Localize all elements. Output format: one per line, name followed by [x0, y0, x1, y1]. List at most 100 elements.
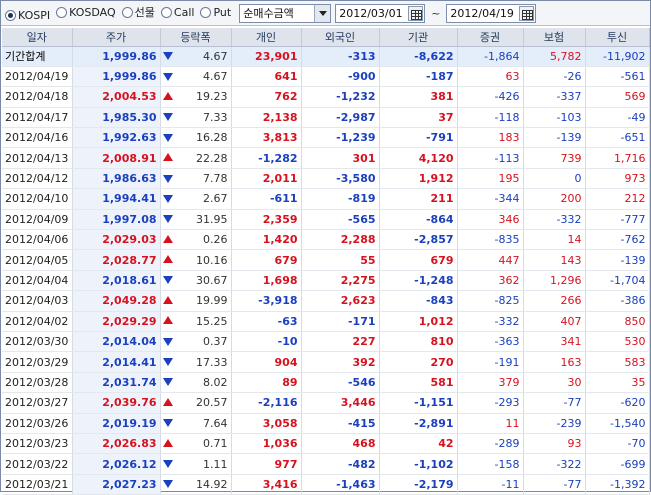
table-row[interactable]: 2012/04/16 1,992.63 16.28 3,813 -1,239 -791 18… — [2, 127, 650, 149]
table-row[interactable]: 2012/03/26 2,019.19 7.64 3,058 -415 -2,891 11-… — [2, 413, 650, 434]
radio-button-icon[interactable] — [121, 6, 133, 18]
triangle-up-icon — [162, 234, 173, 243]
individual-cell: 3,058 — [231, 413, 302, 434]
start-date-field[interactable]: 2012/03/01 — [335, 3, 426, 23]
table-row[interactable]: 2012/03/30 2,014.04 0.37 -10 227 810 -363 341 53… — [2, 331, 650, 353]
securities-cell: 183 — [457, 127, 524, 149]
column-header[interactable]: 기관 — [379, 28, 458, 47]
price-cell: 1,999.86 — [72, 66, 161, 88]
change-cell: 4.67 — [160, 46, 232, 67]
table-row[interactable]: 2012/04/04 2,018.61 30.67 1,698 2,275 -1,248 3… — [2, 270, 650, 292]
trust-cell: -762 — [585, 229, 650, 251]
calendar-icon[interactable] — [408, 5, 424, 21]
institution-cell: 1,912 — [379, 168, 458, 190]
price-cell: 1,994.41 — [72, 188, 161, 210]
table-row[interactable]: 2012/03/23 2,026.83 0.71 1,036 468 42 -289 93 -7… — [2, 433, 650, 455]
column-header[interactable]: 등락폭 — [160, 28, 232, 47]
individual-cell: 3,813 — [231, 127, 302, 149]
change-cell: 10.16 — [160, 249, 232, 271]
chevron-down-icon[interactable] — [314, 4, 331, 22]
date-cell: 2012/04/16 — [2, 127, 73, 149]
table-row[interactable]: 2012/04/10 1,994.41 2.67 -611 -819 211 -344 200… — [2, 188, 650, 210]
table-row[interactable]: 2012/03/27 2,039.76 20.57 -2,116 3,446 -1,151… — [2, 392, 650, 414]
table-row[interactable]: 기간합계 1,999.86 4.67 23,901 -313 -8,622 -1,864 5,… — [2, 46, 650, 67]
triangle-down-icon — [162, 358, 173, 367]
triangle-up-icon — [162, 255, 173, 264]
insurance-cell: 14 — [523, 229, 586, 251]
change-value: 22.28 — [196, 151, 228, 165]
institution-cell: -864 — [379, 209, 458, 231]
insurance-cell: 5,782 — [523, 46, 586, 67]
foreign-cell: -819 — [301, 188, 380, 210]
change-value: 0.37 — [203, 335, 228, 349]
investor-trading-table: 일자 주가 등락폭 개인 외국인 기관 증권 보험 투신 기간합계 1,999.86 4.67 23,… — [2, 28, 650, 495]
change-value: 4.67 — [203, 70, 228, 84]
individual-cell: 1,420 — [231, 229, 302, 251]
institution-cell: 42 — [379, 433, 458, 455]
table-row[interactable]: 2012/04/09 1,997.08 31.95 2,359 -565 -864 346-… — [2, 209, 650, 231]
table-row[interactable]: 2012/03/28 2,031.74 8.02 89 -546 581 379 30 35 — [2, 372, 650, 394]
institution-cell: -2,179 — [379, 474, 458, 495]
column-header[interactable]: 주가 — [72, 28, 161, 47]
column-header[interactable]: 보험 — [523, 28, 586, 47]
date-cell: 2012/04/09 — [2, 209, 73, 231]
triangle-down-icon — [162, 215, 173, 224]
foreign-cell: -415 — [301, 413, 380, 434]
radio-button-icon[interactable] — [200, 6, 212, 18]
column-header[interactable]: 일자 — [2, 28, 73, 47]
trust-cell: -651 — [585, 127, 650, 149]
radio-button-icon[interactable] — [5, 9, 16, 21]
table-row[interactable]: 2012/04/05 2,028.77 10.16 679 55 679 447 143 -13… — [2, 249, 650, 271]
table-row[interactable]: 2012/04/06 2,029.03 0.26 1,420 2,288 -2,857 -8… — [2, 229, 650, 251]
foreign-cell: -2,987 — [301, 107, 380, 129]
table-row[interactable]: 2012/03/29 2,014.41 17.33 904 392 270 -191 163 5… — [2, 351, 650, 373]
radio-button-icon[interactable] — [56, 6, 68, 18]
table-row[interactable]: 2012/04/17 1,985.30 7.33 2,138 -2,987 37 -118-… — [2, 107, 650, 129]
table-row[interactable]: 2012/04/13 2,008.91 22.28 -1,282 301 4,120 -11… — [2, 147, 650, 169]
market-radio-label: Put — [213, 5, 232, 19]
column-header[interactable]: 외국인 — [301, 28, 380, 47]
change-value: 31.95 — [196, 212, 228, 226]
date-cell: 기간합계 — [2, 46, 73, 67]
table-row[interactable]: 2012/04/19 1,999.86 4.67 641 -900 -187 63 -26 -5… — [2, 66, 650, 88]
market-radio-1[interactable]: KOSDAQ — [56, 6, 116, 19]
market-radio-2[interactable]: 선물 — [121, 4, 155, 20]
institution-cell: 37 — [379, 107, 458, 129]
table-row[interactable]: 2012/03/21 2,027.23 14.92 3,416 -1,463 -2,179… — [2, 474, 650, 495]
market-radio-0[interactable]: KOSPI — [5, 9, 50, 22]
insurance-cell: 739 — [523, 147, 586, 169]
securities-cell: 346 — [457, 209, 524, 231]
individual-cell: 1,036 — [231, 433, 302, 455]
individual-cell: 977 — [231, 453, 302, 475]
price-cell: 2,031.74 — [72, 372, 161, 394]
calendar-icon[interactable] — [519, 5, 535, 21]
table-row[interactable]: 2012/04/02 2,029.29 15.25 -63 -171 1,012 -332 4… — [2, 311, 650, 332]
column-header[interactable]: 개인 — [231, 28, 302, 47]
trust-cell: 569 — [585, 86, 650, 108]
securities-cell: -293 — [457, 392, 524, 414]
market-radio-3[interactable]: Call — [160, 6, 194, 19]
change-value: 16.28 — [196, 131, 228, 145]
table-row[interactable]: 2012/04/18 2,004.53 19.23 762 -1,232 381 -426-… — [2, 86, 650, 108]
table-row[interactable]: 2012/04/03 2,049.28 19.99 -3,918 2,623 -843 -8… — [2, 290, 650, 312]
trust-cell: -386 — [585, 290, 650, 312]
end-date-field[interactable]: 2012/04/19 — [446, 3, 537, 23]
column-header[interactable]: 투신 — [585, 28, 650, 47]
market-radio-4[interactable]: Put — [200, 6, 231, 19]
metric-select[interactable]: 순매수금액 — [239, 3, 332, 23]
table-row[interactable]: 2012/04/12 1,986.63 7.78 2,011 -3,580 1,912 19… — [2, 168, 650, 190]
triangle-down-icon — [162, 113, 173, 122]
date-cell: 2012/04/19 — [2, 66, 73, 88]
table-row[interactable]: 2012/03/22 2,026.12 1.11 977 -482 -1,102 -158-… — [2, 453, 650, 475]
filter-toolbar: KOSPI KOSDAQ 선물 Call Put 순매수금액 2012/03/01 ~ … — [1, 1, 650, 26]
individual-cell: 2,359 — [231, 209, 302, 231]
institution-cell: -2,891 — [379, 413, 458, 434]
radio-button-icon[interactable] — [160, 6, 172, 18]
insurance-cell: 200 — [523, 188, 586, 210]
column-header[interactable]: 증권 — [457, 28, 524, 47]
foreign-cell: -482 — [301, 453, 380, 475]
institution-cell: 679 — [379, 249, 458, 271]
price-cell: 1,985.30 — [72, 107, 161, 129]
triangle-down-icon — [162, 194, 173, 203]
institution-cell: -1,248 — [379, 270, 458, 292]
